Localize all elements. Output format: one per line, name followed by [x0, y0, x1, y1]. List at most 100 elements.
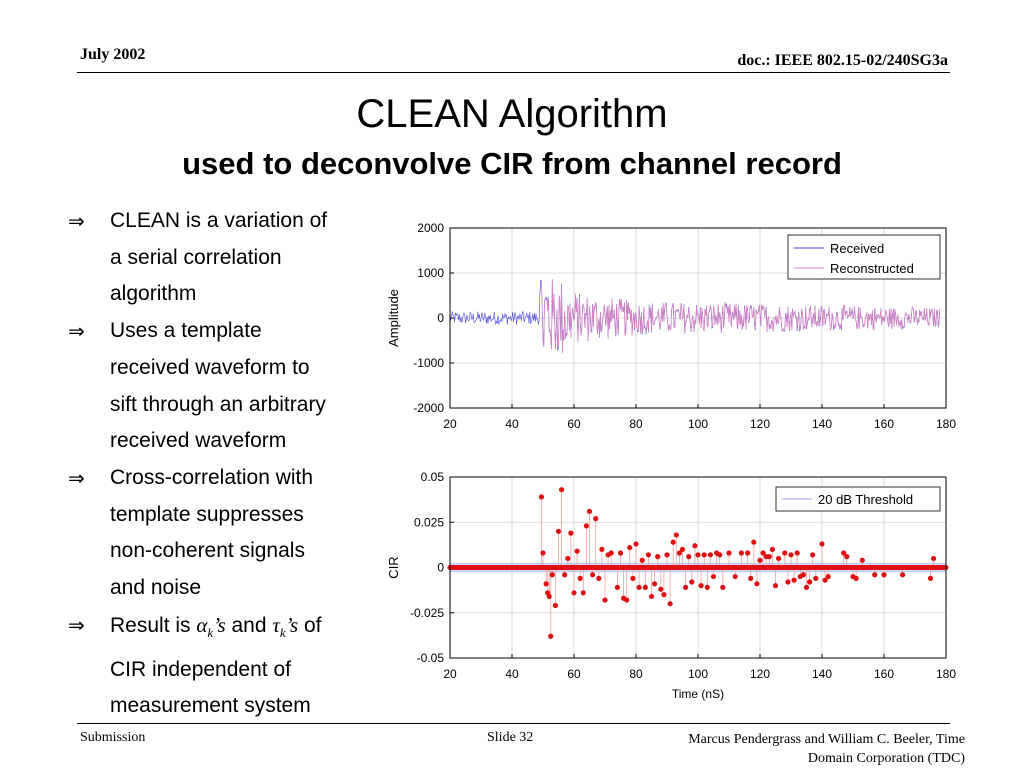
tau-symbol: τ: [272, 612, 280, 637]
implies-arrow-icon: ⇒: [68, 319, 85, 344]
footer-author-line: Marcus Pendergrass and William C. Beeler…: [688, 732, 965, 747]
cir-point: [549, 572, 555, 578]
x-tick-label: 180: [936, 417, 956, 431]
bullet-item: ⇒ Result is αk’s and τk’s of CIR indepen…: [68, 607, 383, 725]
x-tick-label: 140: [812, 417, 832, 431]
cir-point: [577, 575, 583, 581]
legend-label-reconstructed: Reconstructed: [830, 261, 914, 276]
cir-point: [630, 575, 636, 581]
cir-point: [608, 550, 614, 556]
cir-point: [583, 523, 590, 529]
cir-point: [655, 554, 661, 560]
cir-point: [652, 581, 658, 587]
cir-point: [648, 593, 655, 600]
x-tick-label: 160: [874, 667, 894, 681]
cir-point: [642, 584, 648, 591]
cir-point: [633, 541, 639, 547]
cir-point: [540, 550, 546, 556]
cir-point: [927, 575, 934, 581]
legend-box: [787, 234, 941, 280]
cir-point: [639, 557, 645, 563]
cir-point: [757, 557, 763, 563]
bullet-list: ⇒ CLEAN is a variation of a serial corre…: [68, 203, 383, 725]
cir-point: [596, 575, 602, 581]
cir-point: [819, 541, 825, 547]
bullet-line: CIR independent of: [110, 657, 291, 681]
footer-author: Marcus Pendergrass and William C. Beeler…: [600, 730, 965, 768]
cir-point: [667, 601, 673, 607]
cir-point: [548, 633, 554, 639]
footer-slide-number: Slide 32: [487, 730, 534, 745]
cir-point: [900, 572, 906, 578]
x-tick-label: 100: [688, 417, 708, 431]
cir-point: [664, 552, 670, 558]
cir-point: [803, 584, 810, 591]
x-tick-label: 20: [443, 417, 457, 431]
x-tick-label: 180: [936, 667, 956, 681]
cir-point: [794, 550, 800, 556]
cir-point: [720, 584, 726, 591]
cir-point: [763, 554, 769, 560]
cir-point: [692, 543, 698, 549]
x-tick-label: 40: [505, 667, 519, 681]
legend-label-threshold: 20 dB Threshold: [818, 492, 913, 507]
cir-point: [714, 550, 720, 556]
plot-area: [450, 228, 946, 408]
cir-point: [586, 508, 593, 514]
cir-point: [683, 584, 689, 591]
y-tick-label: -2000: [413, 401, 444, 415]
cir-point: [844, 554, 850, 560]
cir-point: [881, 572, 887, 578]
implies-arrow-icon: ⇒: [68, 209, 85, 233]
cir-point: [776, 555, 782, 562]
header-rule: [77, 72, 950, 73]
cir-point: [698, 583, 704, 589]
y-tick-label: 2000: [417, 221, 444, 235]
cir-point: [621, 595, 627, 601]
cir-point: [931, 555, 937, 562]
cir-point: [555, 528, 562, 534]
cir-point: [538, 494, 545, 500]
cir-point: [772, 583, 779, 589]
cir-point: [704, 584, 710, 591]
slide-subtitle: used to deconvolve CIR from channel reco…: [182, 146, 842, 181]
cir-point: [822, 577, 828, 583]
cir-point: [590, 572, 596, 578]
cir-point: [745, 550, 751, 556]
cir-point: [850, 573, 856, 580]
cir-point: [689, 579, 695, 585]
plot-frame: [449, 227, 947, 409]
cir-point: [751, 539, 757, 545]
x-tick-label: 120: [750, 667, 770, 681]
bullet-text: of: [298, 613, 322, 637]
cir-point: [571, 590, 577, 596]
x-axis-label: Time (nS): [672, 687, 724, 701]
cir-point: [679, 546, 686, 553]
legend-box: [775, 486, 941, 512]
y-tick-label: 1000: [417, 266, 444, 280]
cir-point: [636, 584, 642, 591]
x-tick-label: 80: [629, 417, 643, 431]
implies-arrow-icon: ⇒: [68, 612, 85, 637]
cir-point: [593, 516, 599, 522]
legend-label-received: Received: [830, 241, 884, 256]
cir-point: [760, 550, 766, 556]
cir-point: [568, 530, 574, 536]
slide-title: CLEAN Algorithm: [356, 92, 668, 136]
cir-point: [825, 573, 831, 580]
cir-point: [710, 573, 717, 580]
cir-point: [645, 552, 652, 558]
y-tick-label: 0: [437, 311, 444, 325]
header-date: July 2002: [80, 46, 146, 63]
subscript-k: k: [207, 624, 214, 640]
x-tick-label: 140: [812, 667, 832, 681]
footer-rule: [77, 723, 950, 724]
cir-point: [797, 573, 803, 580]
cir-point: [617, 550, 624, 556]
series-received: [449, 279, 941, 351]
y-tick-label: -1000: [413, 356, 444, 370]
plot-area: [450, 477, 946, 658]
cir-point: [543, 581, 549, 587]
bullet-line: a serial correlation: [110, 245, 282, 269]
cir-point: [565, 555, 571, 562]
